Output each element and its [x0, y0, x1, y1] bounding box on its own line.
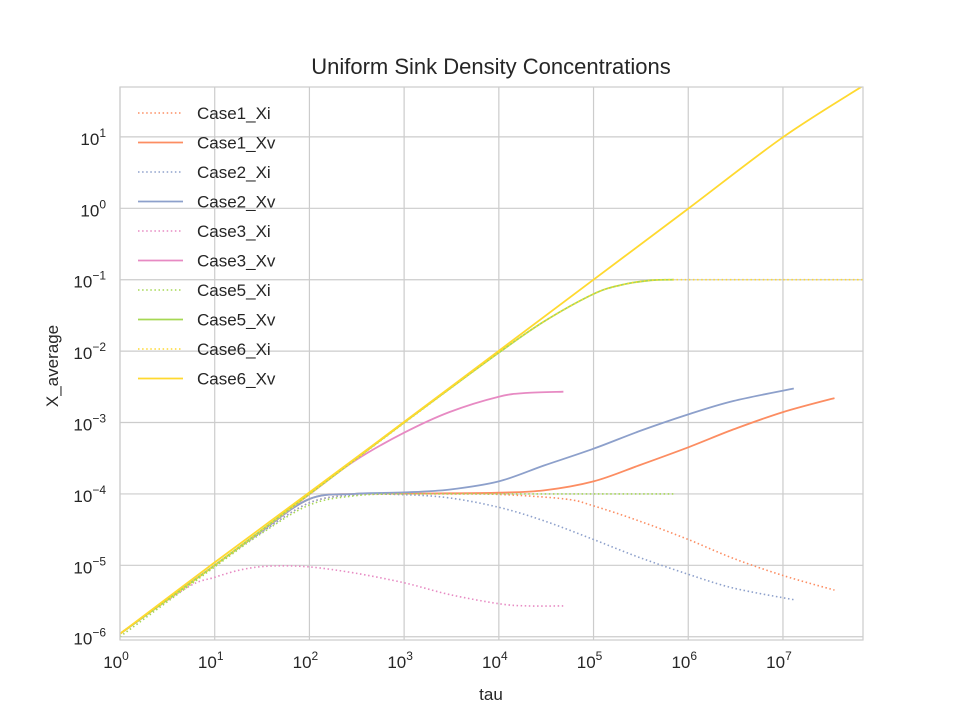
y-axis-ticks: 10−6 10−5 10−4 10−3 10−2 10−1 100 101	[73, 126, 106, 649]
legend: Case1_Xi Case1_Xv Case2_Xi Case2_Xv Case3_Xi…	[138, 104, 276, 389]
x-tick-label: 100	[103, 649, 129, 672]
x-tick-label: 102	[293, 649, 319, 672]
legend-label-case6-xi: Case6_Xi	[197, 340, 271, 359]
x-tick-label: 101	[198, 649, 224, 672]
legend-label-case1-xi: Case1_Xi	[197, 104, 271, 123]
legend-label-case5-xi: Case5_Xi	[197, 281, 271, 300]
series-line-case5-xi	[120, 492, 674, 638]
y-tick-label: 100	[80, 197, 106, 220]
legend-label-case3-xi: Case3_Xi	[197, 222, 271, 241]
legend-label-case2-xv: Case2_Xv	[197, 193, 276, 212]
x-tick-label: 107	[766, 649, 792, 672]
y-tick-label: 10−6	[73, 626, 106, 649]
y-tick-label: 101	[80, 126, 106, 149]
y-tick-label: 10−3	[73, 412, 106, 435]
series-line-case2-xi	[120, 493, 794, 635]
x-axis-ticks: 100 101 102 103 104 105 106 107	[103, 649, 792, 672]
legend-label-case3-xv: Case3_Xv	[197, 252, 276, 271]
y-tick-label: 10−1	[73, 269, 106, 292]
legend-label-case5-xv: Case5_Xv	[197, 311, 276, 330]
x-tick-label: 106	[671, 649, 697, 672]
x-tick-label: 103	[387, 649, 413, 672]
y-tick-label: 10−4	[73, 483, 106, 506]
x-tick-label: 105	[577, 649, 603, 672]
plot-frame	[119, 86, 864, 641]
y-tick-label: 10−2	[73, 340, 106, 363]
x-tick-label: 104	[482, 649, 508, 672]
series-lines	[120, 87, 863, 638]
chart-title: Uniform Sink Density Concentrations	[311, 54, 670, 79]
series-line-case6-xv	[120, 87, 863, 635]
x-axis-label: tau	[479, 685, 503, 704]
series-line-case3-xi	[120, 564, 564, 635]
legend-label-case2-xi: Case2_Xi	[197, 163, 271, 182]
y-axis-label: X_average	[43, 325, 62, 407]
y-tick-label: 10−5	[73, 554, 106, 577]
legend-label-case1-xv: Case1_Xv	[197, 134, 276, 153]
legend-label-case6-xv: Case6_Xv	[197, 370, 276, 389]
